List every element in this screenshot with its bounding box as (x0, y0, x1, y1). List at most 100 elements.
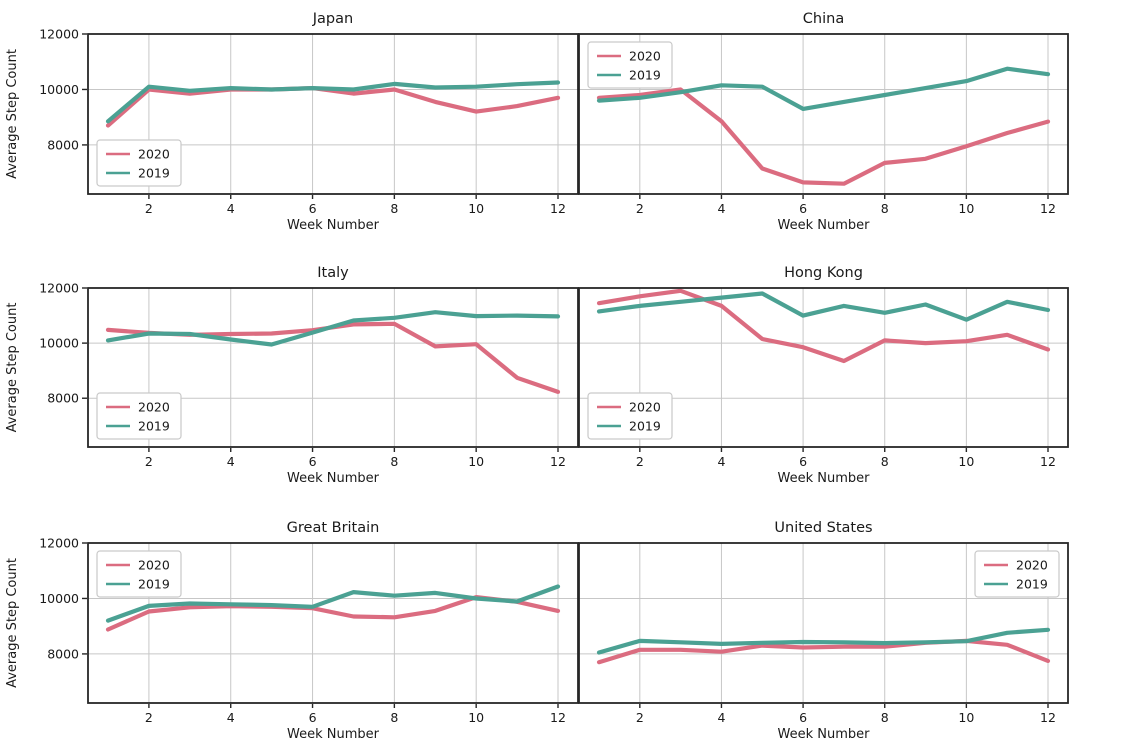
x-tick-label: 6 (309, 201, 317, 216)
legend-label: 2020 (629, 49, 661, 64)
x-axis-label: Week Number (287, 727, 380, 742)
x-tick-label: 8 (390, 201, 398, 216)
x-axis-label: Week Number (778, 471, 871, 486)
x-tick-label: 4 (717, 454, 725, 469)
x-tick-label: 6 (309, 710, 317, 725)
y-tick-label: 10000 (39, 591, 79, 606)
line-2020 (596, 87, 1051, 186)
x-tick-label: 8 (881, 710, 889, 725)
chart-panel-great-britain: 2 4 6 8 10 12 8000 10000 12000 Average Step Count… (5, 520, 579, 742)
legend-label: 2019 (138, 419, 170, 434)
x-axis-label: Week Number (287, 471, 380, 486)
y-tick-label: 12000 (39, 281, 79, 296)
x-tick-label: 6 (309, 454, 317, 469)
chart-title: Hong Kong (784, 265, 863, 281)
x-tick-label: 12 (1040, 710, 1056, 725)
y-tick-label: 12000 (39, 536, 79, 551)
x-tick-label: 10 (468, 201, 484, 216)
legend-label: 2020 (138, 558, 170, 573)
x-tick-label: 12 (1040, 454, 1056, 469)
legend: 2020 2019 (587, 41, 673, 89)
legend: 2020 2019 (96, 550, 182, 598)
x-tick-label: 8 (881, 201, 889, 216)
x-tick-label: 6 (799, 710, 807, 725)
x-tick-label: 12 (550, 710, 566, 725)
line-2019 (105, 310, 561, 347)
x-tick-label: 8 (390, 454, 398, 469)
line-2019 (596, 66, 1051, 112)
chart-title: Great Britain (287, 520, 380, 536)
y-axis-label: Average Step Count (5, 558, 20, 688)
x-axis-label: Week Number (778, 218, 871, 233)
axes-frame (87, 287, 579, 448)
x-tick-label: 2 (636, 710, 644, 725)
legend: 2020 2019 (974, 550, 1060, 598)
legend: 2020 2019 (96, 392, 182, 440)
y-tick-label: 10000 (39, 82, 79, 97)
x-tick-label: 12 (550, 454, 566, 469)
axes-frame (578, 287, 1069, 448)
chart-panel-japan: 2 4 6 8 10 12 8000 10000 12000 Average Step Count… (5, 11, 579, 233)
line-2019 (596, 627, 1051, 655)
x-tick-label: 12 (1040, 201, 1056, 216)
x-tick-label: 10 (468, 454, 484, 469)
legend-label: 2019 (629, 419, 661, 434)
x-tick-label: 12 (550, 201, 566, 216)
y-tick-label: 8000 (47, 646, 79, 661)
legend-box (96, 139, 182, 187)
x-tick-label: 2 (145, 454, 153, 469)
legend-label: 2019 (1016, 577, 1048, 592)
chart-panel-china: 2 4 6 8 10 12 China Week Number 2020 2019 (578, 11, 1069, 233)
legend-label: 2020 (629, 400, 661, 415)
legend-box (587, 392, 673, 440)
x-tick-label: 2 (145, 201, 153, 216)
chart-title: China (803, 11, 844, 27)
line-2020 (596, 288, 1051, 364)
line-2019 (105, 80, 561, 124)
axes-frame (578, 542, 1069, 704)
y-tick-label: 12000 (39, 27, 79, 42)
chart-panel-hong-kong: 2 4 6 8 10 12 Hong Kong Week Number 2020 2019 (578, 265, 1069, 486)
axes-frame (578, 33, 1069, 195)
line-2019 (596, 291, 1051, 322)
axes-frame (87, 33, 579, 195)
x-tick-label: 2 (145, 710, 153, 725)
x-tick-label: 4 (227, 201, 235, 216)
legend-box (96, 550, 182, 598)
legend-box (974, 550, 1060, 598)
x-tick-label: 10 (468, 710, 484, 725)
axes-frame (87, 542, 579, 704)
y-axis-label: Average Step Count (5, 303, 20, 433)
legend: 2020 2019 (96, 139, 182, 187)
y-axis-label: Average Step Count (5, 49, 20, 179)
x-tick-label: 10 (958, 710, 974, 725)
legend-label: 2020 (138, 400, 170, 415)
x-tick-label: 10 (958, 201, 974, 216)
legend-box (587, 41, 673, 89)
y-tick-label: 8000 (47, 137, 79, 152)
x-tick-label: 10 (958, 454, 974, 469)
chart-title: United States (774, 520, 872, 536)
x-tick-label: 2 (636, 201, 644, 216)
x-tick-label: 4 (717, 710, 725, 725)
y-tick-label: 8000 (47, 391, 79, 406)
x-tick-label: 4 (227, 710, 235, 725)
chart-title: Italy (317, 265, 349, 281)
chart-panel-italy: 2 4 6 8 10 12 8000 10000 12000 Average Step Count… (5, 265, 579, 486)
x-tick-label: 8 (390, 710, 398, 725)
x-tick-label: 4 (717, 201, 725, 216)
legend-label: 2020 (138, 147, 170, 162)
chart-panel-united-states: 2 4 6 8 10 12 United States Week Number 2020 2019 (578, 520, 1069, 742)
x-tick-label: 6 (799, 454, 807, 469)
legend: 2020 2019 (587, 392, 673, 440)
x-axis-label: Week Number (287, 218, 380, 233)
x-tick-label: 6 (799, 201, 807, 216)
x-axis-label: Week Number (778, 727, 871, 742)
line-2020 (105, 594, 561, 632)
line-2019 (105, 584, 561, 623)
x-tick-label: 4 (227, 454, 235, 469)
legend-box (96, 392, 182, 440)
y-tick-label: 10000 (39, 336, 79, 351)
